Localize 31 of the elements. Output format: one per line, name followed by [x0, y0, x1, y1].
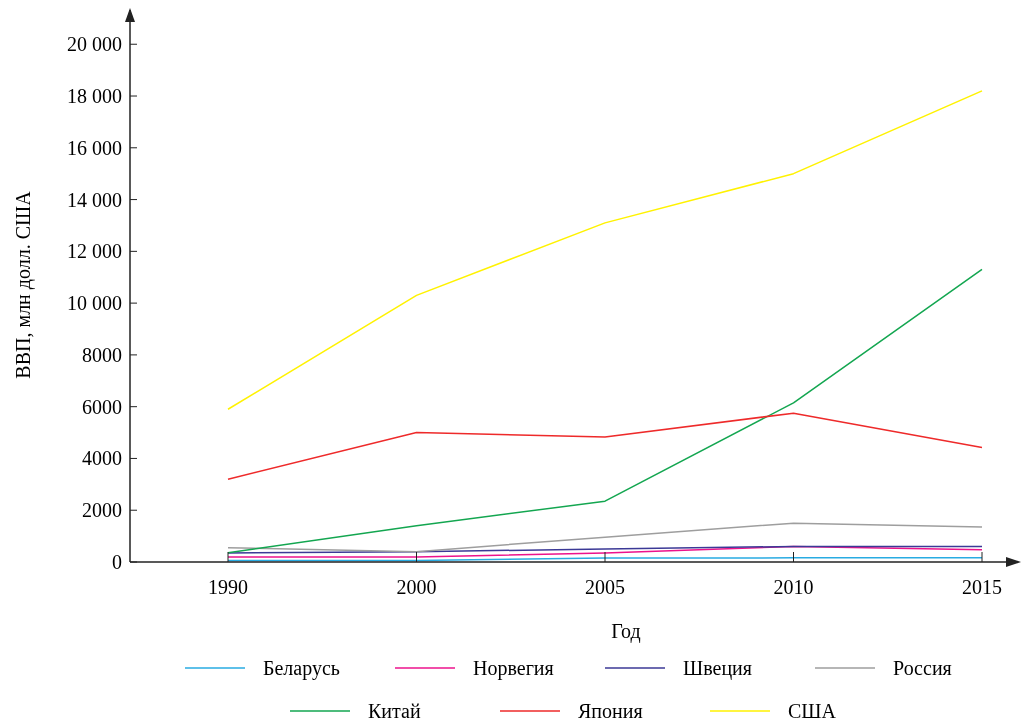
x-axis-title: Год — [611, 620, 641, 643]
x-tick-label: 2015 — [962, 576, 1002, 598]
x-tick-label: 1990 — [208, 576, 248, 598]
line-series — [227, 268, 983, 554]
line-series — [227, 545, 983, 554]
y-tick-label: 2000 — [82, 499, 122, 522]
x-tick-label: 2005 — [585, 576, 625, 598]
y-tick-label: 10 000 — [67, 292, 122, 315]
y-axis-title: ВВП, млн долл. США — [12, 190, 35, 379]
legend-label: США — [788, 700, 837, 721]
y-tick-label: 20 000 — [67, 33, 122, 56]
legend-label: Китай — [368, 700, 421, 721]
legend-label: Швеция — [683, 657, 752, 680]
y-tick-label: 8000 — [82, 343, 122, 366]
line-series — [227, 412, 983, 480]
y-tick-label: 0 — [112, 551, 122, 573]
legend-label: Россия — [893, 657, 952, 679]
y-tick-label: 4000 — [82, 447, 122, 470]
legend-label: Беларусь — [263, 657, 340, 680]
y-tick-label: 16 000 — [67, 136, 122, 159]
x-tick-label: 2010 — [773, 576, 814, 598]
y-tick-label: 6000 — [82, 395, 122, 418]
y-tick-label: 18 000 — [67, 85, 122, 108]
line-series — [227, 90, 983, 411]
x-tick-label: 2000 — [396, 576, 437, 598]
line-series — [227, 545, 983, 558]
legend-label: Япония — [578, 700, 643, 721]
y-tick-label: 12 000 — [67, 240, 122, 263]
y-tick-label: 14 000 — [67, 188, 122, 211]
legend-label: Норвегия — [473, 657, 554, 680]
line-series — [227, 522, 983, 553]
